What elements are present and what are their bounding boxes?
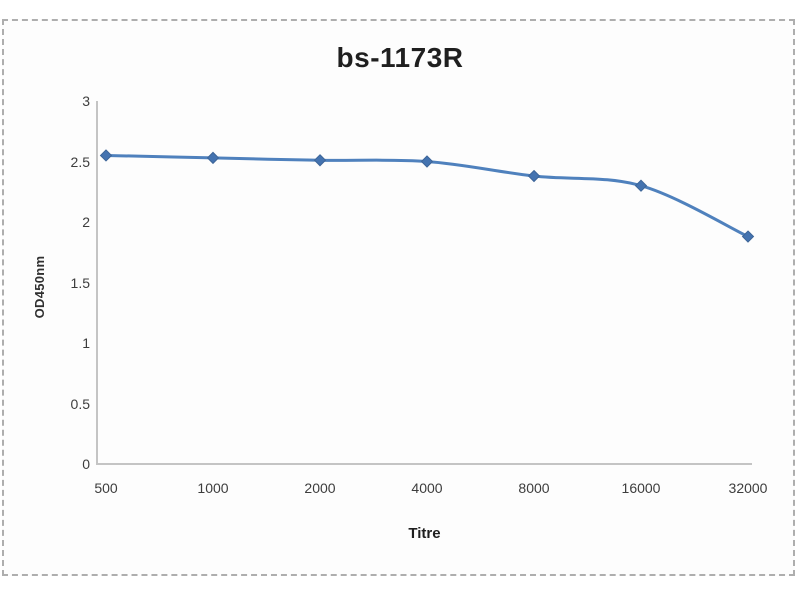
x-tick-label: 2000 <box>304 480 336 496</box>
data-point-marker <box>634 179 648 192</box>
y-tick-label: 2.5 <box>70 153 90 170</box>
x-tick-label: 8000 <box>518 480 550 496</box>
data-point-marker <box>741 230 755 243</box>
axis-lines <box>96 101 752 465</box>
y-tick-label: 3 <box>82 93 90 109</box>
chart-frame <box>2 19 795 576</box>
data-point-marker <box>206 151 220 165</box>
x-tick-label: 32000 <box>728 480 768 496</box>
data-point-marker <box>99 149 113 162</box>
data-point-marker <box>527 169 541 183</box>
data-point-marker <box>313 154 327 167</box>
x-tick-label: 1000 <box>197 480 229 496</box>
chart-title: bs-1173R <box>336 42 464 73</box>
x-tick-label: 4000 <box>411 480 443 496</box>
x-tick-label: 16000 <box>621 480 661 496</box>
x-tick-label: 500 <box>94 480 118 496</box>
data-point-marker <box>420 155 434 168</box>
y-tick-label: 0.5 <box>70 395 90 412</box>
x-axis-title: Titre <box>408 525 441 542</box>
y-tick-label: 2 <box>82 214 90 230</box>
y-tick-label: 1 <box>82 335 90 351</box>
y-tick-label: 0 <box>82 456 90 472</box>
y-tick-label: 1.5 <box>70 274 90 291</box>
